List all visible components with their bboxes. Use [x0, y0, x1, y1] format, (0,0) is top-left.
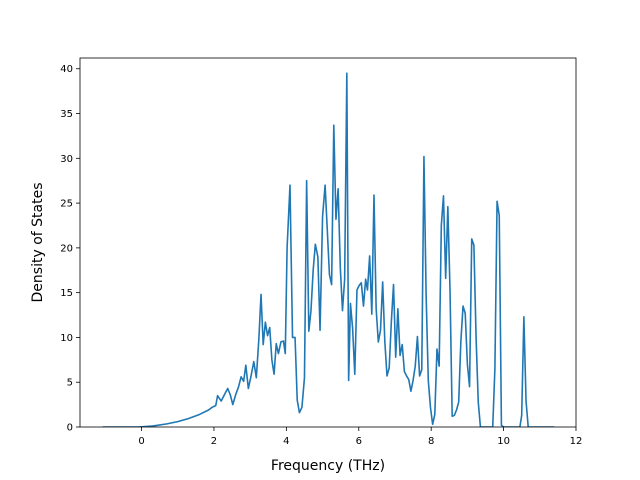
y-tick-label: 20 — [60, 243, 73, 254]
x-tick-label: 12 — [570, 436, 583, 447]
y-tick-label: 10 — [60, 333, 73, 344]
x-tick-label: 10 — [497, 436, 510, 447]
y-axis-label: Density of States — [30, 183, 46, 303]
y-tick-label: 15 — [60, 288, 73, 299]
y-tick-label: 30 — [60, 154, 73, 165]
x-tick-label: 0 — [138, 436, 144, 447]
y-tick-label: 25 — [60, 199, 73, 210]
y-tick-label: 35 — [60, 109, 73, 120]
x-tick-label: 4 — [283, 436, 289, 447]
x-tick-label: 6 — [356, 436, 362, 447]
plot-frame — [79, 57, 577, 428]
y-tick-label: 5 — [67, 378, 73, 389]
plot-content — [102, 72, 555, 427]
y-axis: 0 5 10 15 20 25 30 35 40 — [60, 64, 80, 434]
x-axis: 0 2 4 6 8 10 12 — [138, 427, 582, 447]
x-tick-label: 2 — [211, 436, 217, 447]
y-tick-label: 40 — [60, 64, 73, 75]
x-axis-label: Frequency (THz) — [271, 458, 385, 474]
x-tick-label: 8 — [428, 436, 434, 447]
dos-series-line — [102, 72, 555, 427]
y-tick-label: 0 — [67, 423, 73, 434]
